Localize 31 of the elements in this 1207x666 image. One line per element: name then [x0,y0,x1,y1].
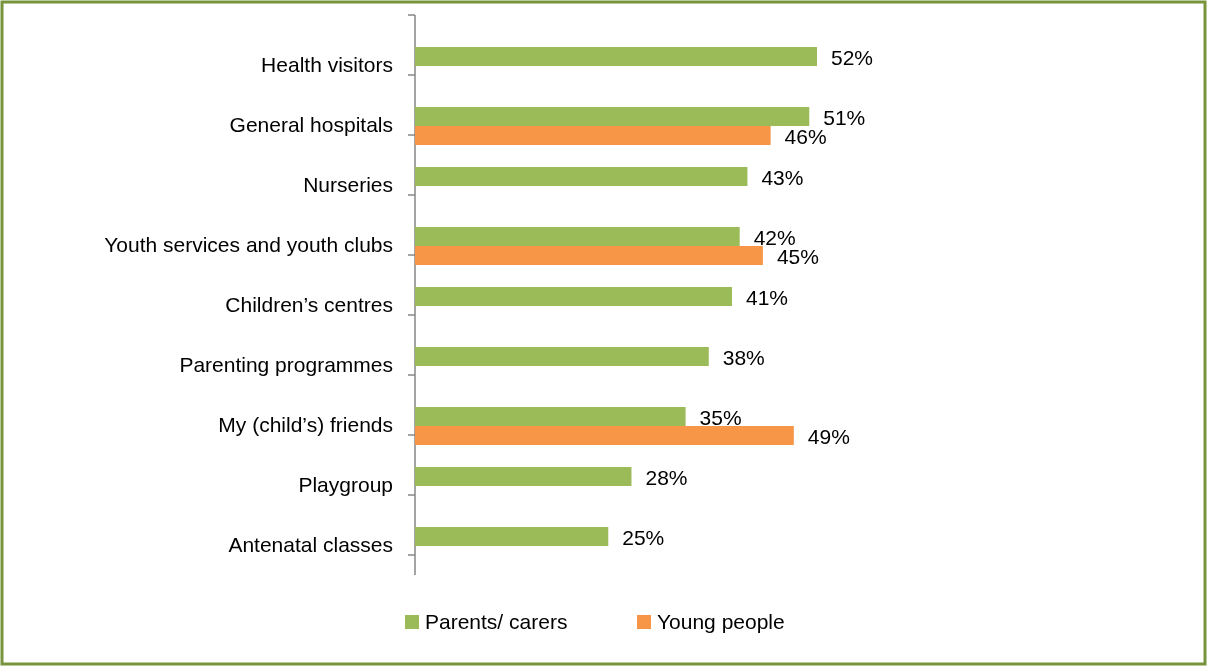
y-tick-label: Children’s centres [225,293,393,316]
y-tick-label: Youth services and youth clubs [104,233,393,256]
y-tick-label: My (child’s) friends [218,413,393,436]
data-label: 43% [761,165,804,189]
bar [415,527,609,546]
legend-label: Parents/ carers [425,610,568,633]
data-label: 49% [807,424,850,448]
y-tick-label: Health visitors [261,53,393,76]
bar [415,426,794,445]
data-label: 28% [645,465,688,489]
y-tick-label: Antenatal classes [228,533,393,556]
data-label: 25% [622,525,665,549]
bar [415,467,632,486]
data-label: 41% [745,285,788,309]
y-tick-label: General hospitals [229,113,393,136]
data-label: 38% [722,345,765,369]
bar [415,347,709,366]
data-label: 52% [831,45,874,69]
bar [415,287,732,306]
bar [415,126,771,145]
y-tick-label: Playgroup [298,473,393,496]
bar [415,227,740,246]
bar [415,246,763,265]
legend-label: Young people [657,610,785,633]
y-tick-label: Parenting programmes [179,353,393,376]
bar [415,107,810,126]
bar [415,407,686,426]
bar [415,47,817,66]
y-tick-label: Nurseries [303,173,393,196]
data-label: 35% [699,405,742,429]
bar [415,167,748,186]
